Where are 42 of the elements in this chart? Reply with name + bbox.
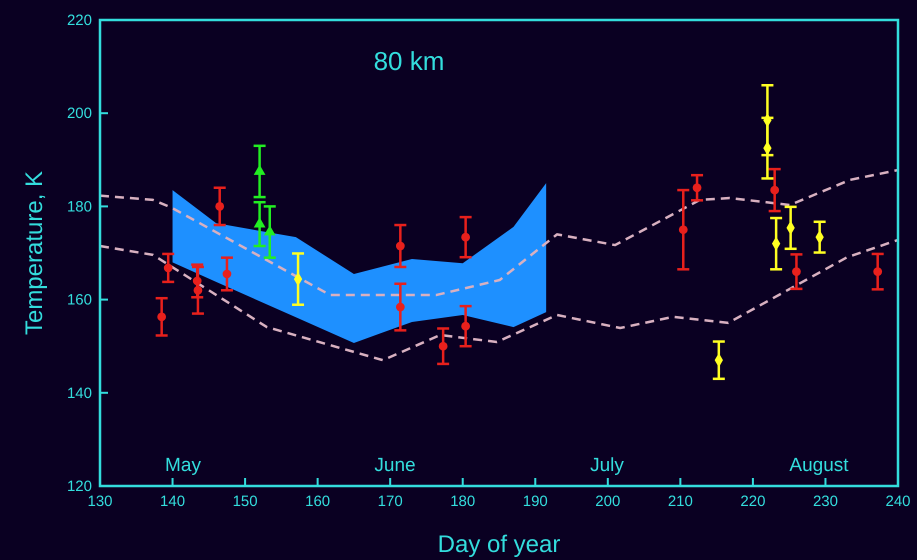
x-tick-label: 240 xyxy=(885,493,911,510)
x-tick-label: 210 xyxy=(668,493,693,510)
point xyxy=(461,232,470,242)
point xyxy=(194,286,202,295)
text: 80 km xyxy=(374,46,444,76)
point xyxy=(692,183,702,192)
annotation: May xyxy=(165,455,202,476)
point xyxy=(770,186,780,194)
annotation: July xyxy=(590,455,624,476)
y-tick-label: 180 xyxy=(66,198,92,216)
y-tick-label: 140 xyxy=(66,384,92,402)
y-tick-label: 160 xyxy=(66,292,92,309)
x-tick-label: 230 xyxy=(812,493,838,510)
point xyxy=(222,270,232,278)
y-tick-label: 120 xyxy=(66,478,92,495)
point xyxy=(792,267,801,276)
point xyxy=(461,322,470,331)
line-series xyxy=(98,238,900,362)
x-tick-label: 170 xyxy=(378,493,403,510)
y-axis-title: Temperature, K xyxy=(21,170,48,336)
x-tick-label: 180 xyxy=(450,493,476,510)
point xyxy=(215,202,224,211)
y-tick-label: 220 xyxy=(66,12,92,29)
annotation: August xyxy=(789,455,850,476)
x-tick-label: 150 xyxy=(232,493,258,510)
annotation: June xyxy=(374,455,416,476)
x-tick-label: 130 xyxy=(87,493,113,510)
point xyxy=(164,264,173,272)
point xyxy=(678,225,688,234)
x-axis-title: Day of year xyxy=(438,531,560,558)
line-series xyxy=(98,168,900,296)
x-tick-label: 140 xyxy=(160,493,186,510)
x-tick-label: 160 xyxy=(305,493,330,510)
point xyxy=(157,312,166,322)
x-tick-label: 200 xyxy=(595,493,620,510)
point xyxy=(873,267,882,276)
x-tick-label: 190 xyxy=(522,493,548,510)
y-tick-label: 200 xyxy=(66,105,92,122)
x-tick-label: 220 xyxy=(740,493,766,510)
point xyxy=(396,242,405,250)
point xyxy=(438,342,448,351)
point xyxy=(396,302,405,312)
